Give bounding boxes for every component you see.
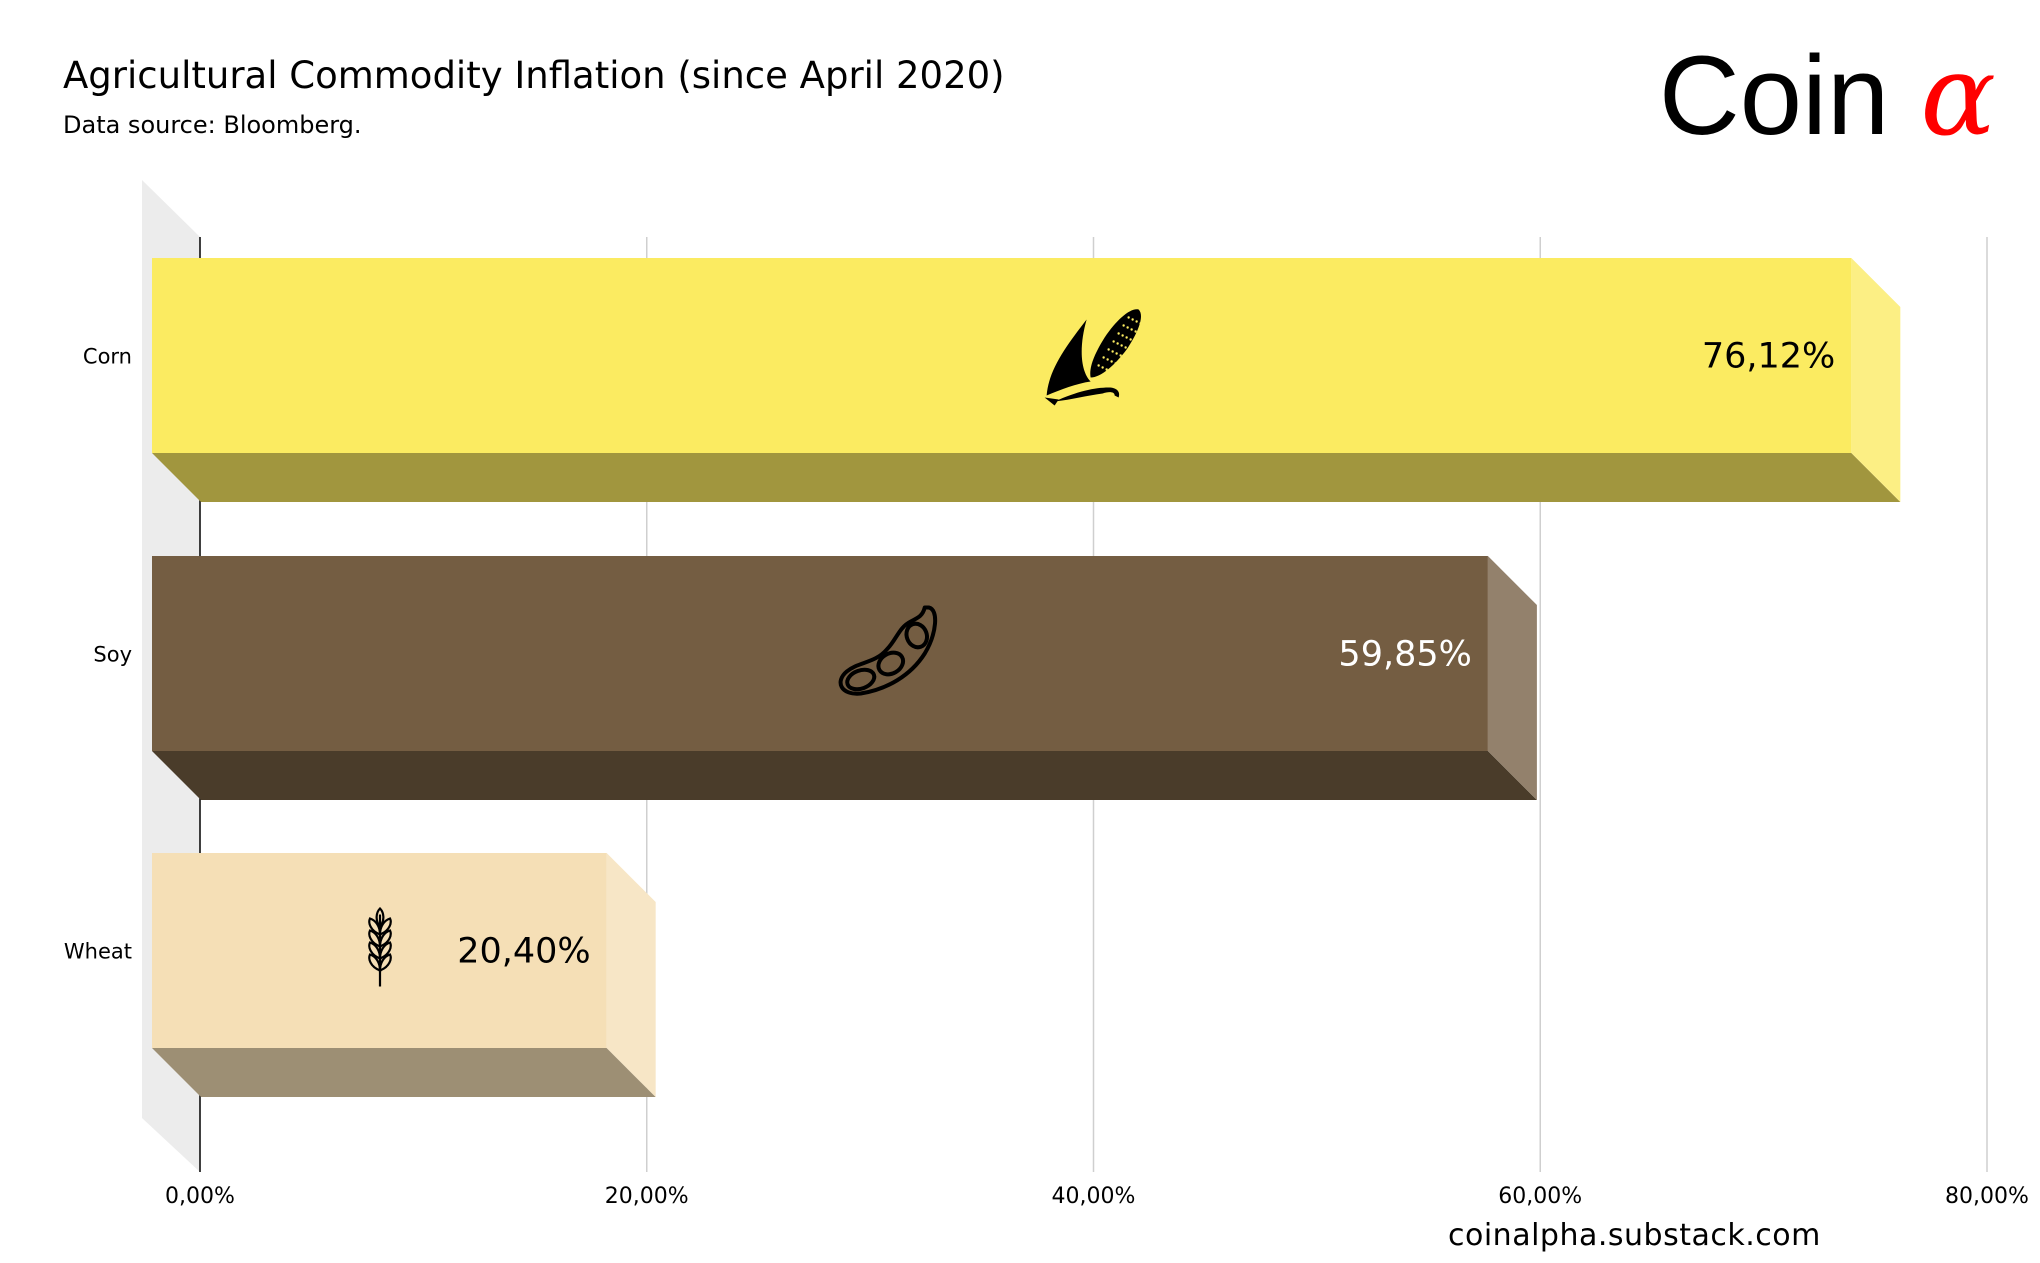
bar-end-face [606,853,656,1097]
x-tick-label: 60,00% [1498,1184,1582,1209]
x-tick-label: 0,00% [165,1184,235,1209]
bar-bottom-face [152,453,1901,502]
data-label: 59,85% [1338,635,1471,675]
bar-front-face [152,556,1488,751]
bar-soy [152,556,1537,800]
footer-url: coinalpha.substack.com [1448,1218,1821,1253]
category-label: Corn [83,345,132,369]
chart-title: Agricultural Commodity Inflation (since … [63,54,1005,97]
x-tick-label: 40,00% [1052,1184,1136,1209]
data-label: 76,12% [1702,337,1835,377]
soybean-icon [838,605,938,696]
x-tick-label: 80,00% [1945,1184,2029,1209]
wheat-icon [368,906,392,987]
bar-front-face [152,258,1852,453]
bar-end-face [1487,556,1537,800]
corn-icon [1044,309,1142,406]
logo-alpha-symbol: α [1920,31,1996,161]
bar-bottom-face [152,751,1537,800]
bar-bottom-face [152,1048,656,1097]
brand-logo: Coin α [1659,40,1996,153]
logo-text: Coin [1658,33,1890,158]
x-tick-label: 20,00% [605,1184,689,1209]
category-label: Soy [93,643,132,667]
bar-corn [152,258,1901,502]
bar-end-face [1851,258,1901,502]
bars [152,258,1901,1097]
bar-wheat [152,853,656,1097]
data-label: 20,40% [457,932,590,972]
chart-subtitle: Data source: Bloomberg. [63,111,362,139]
labels: 0,00% 20,00% 40,00% 60,00% 80,00% 76,12% Corn 5… [64,337,2029,1210]
category-label: Wheat [64,940,132,964]
